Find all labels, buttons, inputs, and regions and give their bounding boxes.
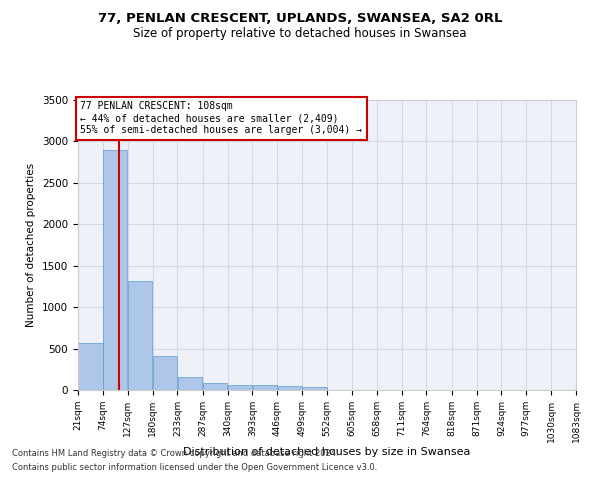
Bar	[228, 385, 252, 390]
Text: Contains public sector information licensed under the Open Government Licence v3: Contains public sector information licen…	[12, 464, 377, 472]
Text: Size of property relative to detached houses in Swansea: Size of property relative to detached ho…	[133, 28, 467, 40]
Bar	[253, 386, 277, 390]
Bar	[103, 150, 127, 390]
Bar	[302, 387, 327, 390]
Text: Contains HM Land Registry data © Crown copyright and database right 2024.: Contains HM Land Registry data © Crown c…	[12, 448, 338, 458]
Bar	[153, 356, 177, 390]
Y-axis label: Number of detached properties: Number of detached properties	[26, 163, 37, 327]
Text: 77, PENLAN CRESCENT, UPLANDS, SWANSEA, SA2 0RL: 77, PENLAN CRESCENT, UPLANDS, SWANSEA, S…	[98, 12, 502, 26]
X-axis label: Distribution of detached houses by size in Swansea: Distribution of detached houses by size …	[184, 448, 470, 458]
Bar	[178, 377, 202, 390]
Bar	[78, 343, 103, 390]
Bar	[278, 386, 302, 390]
Bar	[128, 282, 152, 390]
Text: 77 PENLAN CRESCENT: 108sqm
← 44% of detached houses are smaller (2,409)
55% of s: 77 PENLAN CRESCENT: 108sqm ← 44% of deta…	[80, 102, 362, 134]
Bar	[203, 384, 227, 390]
